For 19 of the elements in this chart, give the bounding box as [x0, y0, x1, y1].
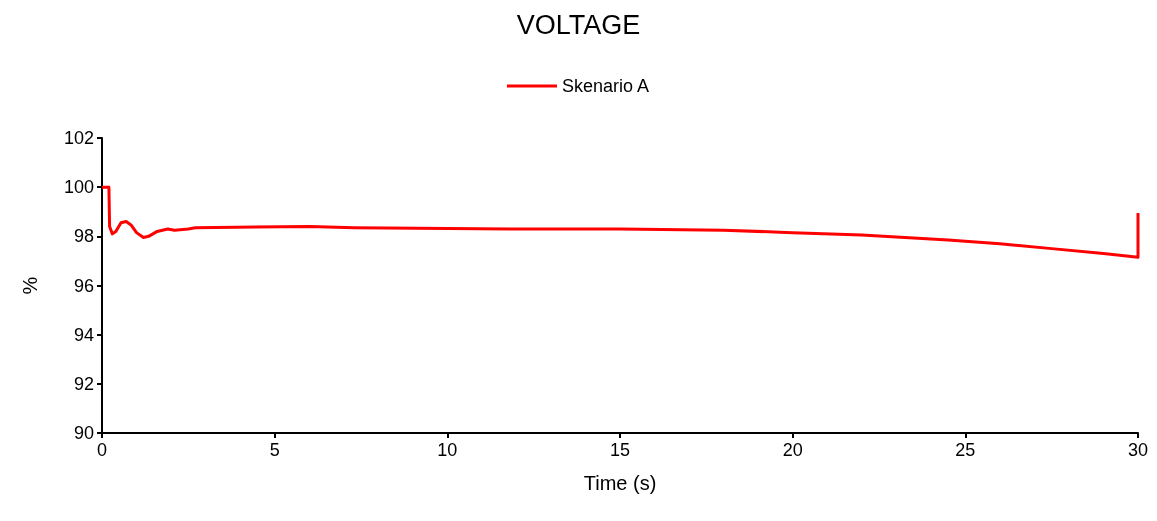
- x-tick-label: 20: [782, 440, 803, 460]
- x-tick-label: 10: [437, 440, 458, 460]
- x-tick-label: 5: [269, 440, 280, 460]
- y-tick-label: 98: [73, 226, 94, 247]
- x-tick-label: 25: [955, 440, 976, 460]
- x-tick-label: 30: [1127, 440, 1149, 460]
- x-tick-label: 0: [96, 440, 108, 460]
- legend-label: Skenario A: [561, 76, 650, 96]
- y-tick-label: 100: [63, 177, 94, 198]
- y-tick-label: 94: [73, 324, 94, 345]
- x-axis-title: Time (s): [583, 472, 657, 494]
- chart-title: VOLTAGE: [516, 9, 641, 40]
- y-tick-label: 96: [73, 275, 94, 296]
- x-tick-label: 15: [609, 440, 631, 460]
- y-tick-label: 102: [63, 128, 94, 148]
- y-tick-label: 92: [73, 373, 94, 394]
- y-tick-label: 90: [73, 423, 94, 443]
- line-series: [100, 185, 1140, 259]
- y-axis-title: %: [19, 276, 41, 295]
